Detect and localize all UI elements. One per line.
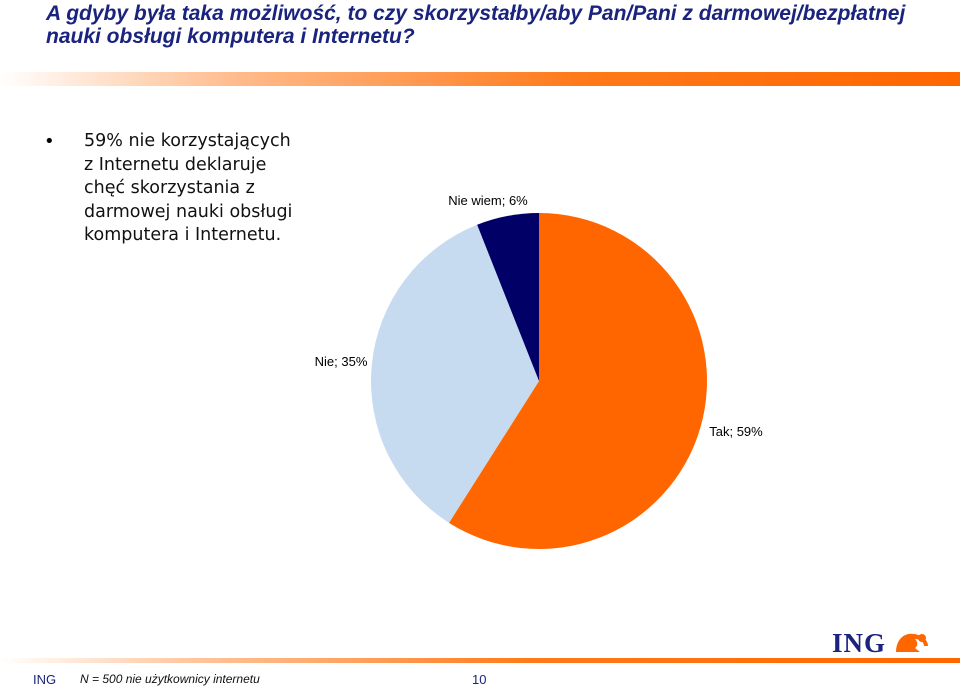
ing-logo: ING [832,628,928,658]
ing-logo-text: ING [832,628,886,658]
footer-note: N = 500 nie użytkownicy internetu [80,672,260,686]
pie-slice-tak [448,213,707,549]
pie-slice-nie [371,224,539,523]
footer-company: ING [33,672,57,687]
pie-label-nie: Nie; 35% [315,354,368,369]
pie-slice-nie-wiem [477,213,539,381]
lion-icon [896,633,928,652]
bullet-text: 59% nie korzystających z Internetu dekla… [84,131,293,245]
pie-label-nie-wiem: Nie wiem; 6% [448,193,528,208]
slide-title: A gdyby była taka możliwość, to czy skor… [46,2,906,48]
top-orange-rule [0,72,960,86]
bullet-icon: • [44,131,55,152]
pie-label-tak: Tak; 59% [709,424,763,439]
page-number: 10 [472,672,487,687]
bottom-orange-rule [0,658,960,663]
